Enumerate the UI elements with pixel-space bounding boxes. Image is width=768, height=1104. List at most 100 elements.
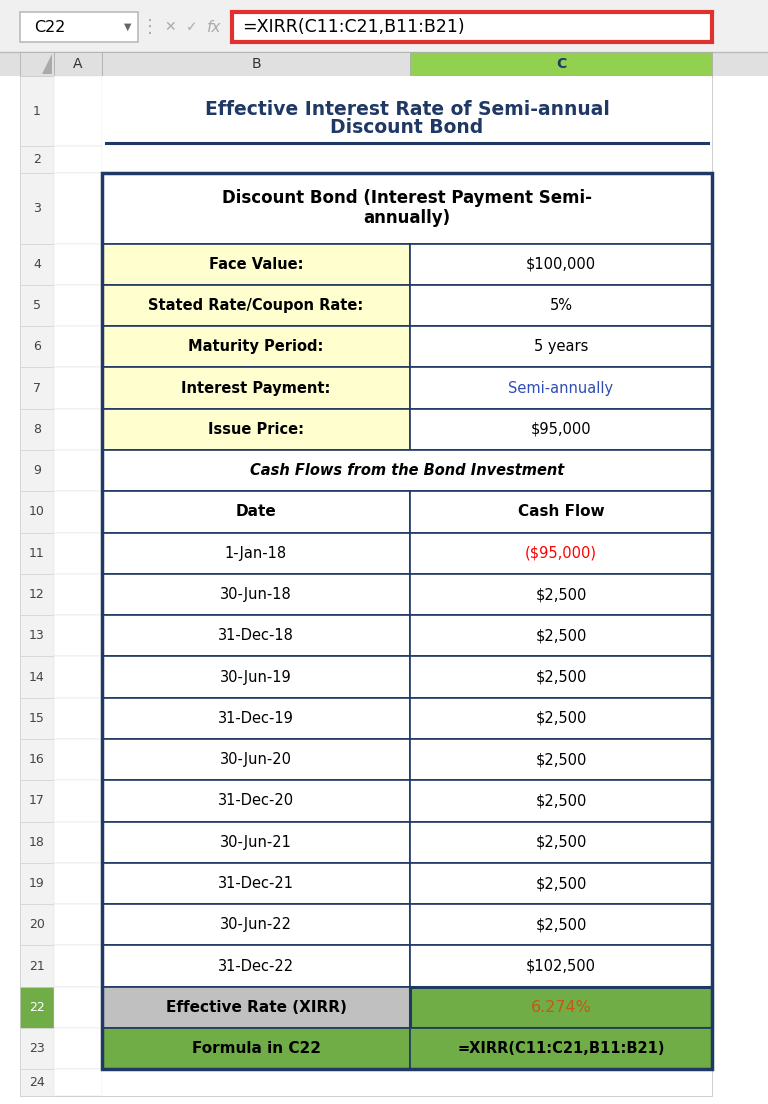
Text: Effective Rate (XIRR): Effective Rate (XIRR) <box>166 1000 346 1015</box>
Text: $2,500: $2,500 <box>535 628 587 644</box>
Bar <box>102 945 712 987</box>
Bar <box>54 76 102 147</box>
Text: $2,500: $2,500 <box>535 669 587 684</box>
Text: Face Value:: Face Value: <box>209 257 303 272</box>
Text: Issue Price:: Issue Price: <box>208 422 304 437</box>
Bar <box>102 76 712 147</box>
Bar <box>20 698 54 739</box>
Text: 10: 10 <box>29 506 45 519</box>
Text: 31-Dec-22: 31-Dec-22 <box>218 958 294 974</box>
Bar <box>20 781 54 821</box>
Bar <box>54 574 102 615</box>
Bar <box>410 574 712 615</box>
Bar <box>410 945 712 987</box>
Text: 30-Jun-22: 30-Jun-22 <box>220 917 292 932</box>
Bar <box>54 368 102 408</box>
Text: Discount Bond: Discount Bond <box>330 118 484 137</box>
Bar <box>410 657 712 698</box>
Text: Date: Date <box>236 505 276 519</box>
Text: 9: 9 <box>33 464 41 477</box>
Bar <box>54 863 102 904</box>
Text: Effective Interest Rate of Semi-annual: Effective Interest Rate of Semi-annual <box>204 99 610 119</box>
Text: 31-Dec-21: 31-Dec-21 <box>218 875 294 891</box>
Bar <box>410 781 712 821</box>
Text: Interest Payment:: Interest Payment: <box>181 381 331 395</box>
Bar <box>102 450 712 491</box>
Bar <box>410 863 712 904</box>
Bar <box>102 615 410 657</box>
Text: Formula in C22: Formula in C22 <box>191 1041 320 1057</box>
Bar <box>54 491 102 532</box>
Bar <box>20 574 54 615</box>
Bar <box>102 781 410 821</box>
Bar <box>20 491 54 532</box>
Bar <box>410 821 712 863</box>
Text: $2,500: $2,500 <box>535 711 587 725</box>
Bar <box>20 615 54 657</box>
Text: 1: 1 <box>33 105 41 118</box>
Bar <box>102 173 712 244</box>
Bar <box>102 821 410 863</box>
Text: 30-Jun-20: 30-Jun-20 <box>220 752 292 767</box>
Bar <box>20 904 54 945</box>
Bar <box>20 821 54 863</box>
Bar <box>102 945 410 987</box>
Bar <box>102 408 410 450</box>
Bar <box>54 945 102 987</box>
Bar <box>54 52 102 76</box>
Bar <box>102 285 410 326</box>
Text: 3: 3 <box>33 202 41 215</box>
Bar <box>102 285 712 326</box>
Text: 22: 22 <box>29 1001 45 1013</box>
Bar <box>102 904 410 945</box>
Bar <box>20 739 54 781</box>
Bar <box>102 863 712 904</box>
Bar <box>20 76 54 147</box>
Bar <box>102 574 712 615</box>
Text: 17: 17 <box>29 795 45 807</box>
Bar <box>410 52 712 76</box>
Bar <box>54 285 102 326</box>
Bar <box>102 244 410 285</box>
Text: 23: 23 <box>29 1042 45 1055</box>
Bar <box>20 657 54 698</box>
Bar <box>102 904 712 945</box>
Bar <box>410 326 712 368</box>
Text: $2,500: $2,500 <box>535 752 587 767</box>
Text: =XIRR(C11:C21,B11:B21): =XIRR(C11:C21,B11:B21) <box>457 1041 665 1057</box>
Bar <box>0 52 768 76</box>
Bar <box>54 698 102 739</box>
Bar <box>102 698 410 739</box>
Bar <box>54 326 102 368</box>
Bar <box>20 52 54 76</box>
Text: 18: 18 <box>29 836 45 849</box>
Bar <box>102 698 712 739</box>
Text: ▼: ▼ <box>124 22 132 32</box>
Bar <box>410 739 712 781</box>
Text: ✓: ✓ <box>186 20 198 34</box>
Text: Cash Flows from the Bond Investment: Cash Flows from the Bond Investment <box>250 464 564 478</box>
Text: 16: 16 <box>29 753 45 766</box>
Text: 4: 4 <box>33 257 41 270</box>
Text: B: B <box>251 57 261 71</box>
Bar <box>102 173 712 244</box>
Bar <box>20 863 54 904</box>
Bar <box>54 615 102 657</box>
Bar <box>102 739 410 781</box>
Bar <box>20 173 54 244</box>
Bar <box>54 904 102 945</box>
Bar <box>102 326 712 368</box>
Bar <box>102 987 410 1028</box>
Bar <box>102 657 410 698</box>
Bar <box>0 0 768 52</box>
Bar <box>20 532 54 574</box>
Bar <box>20 12 138 42</box>
Text: ($95,000): ($95,000) <box>525 545 597 561</box>
Bar <box>102 739 712 781</box>
Text: 31-Dec-20: 31-Dec-20 <box>218 794 294 808</box>
Bar <box>54 532 102 574</box>
Text: 6: 6 <box>33 340 41 353</box>
Text: 5%: 5% <box>549 298 572 314</box>
Text: 5: 5 <box>33 299 41 312</box>
Bar <box>54 244 102 285</box>
